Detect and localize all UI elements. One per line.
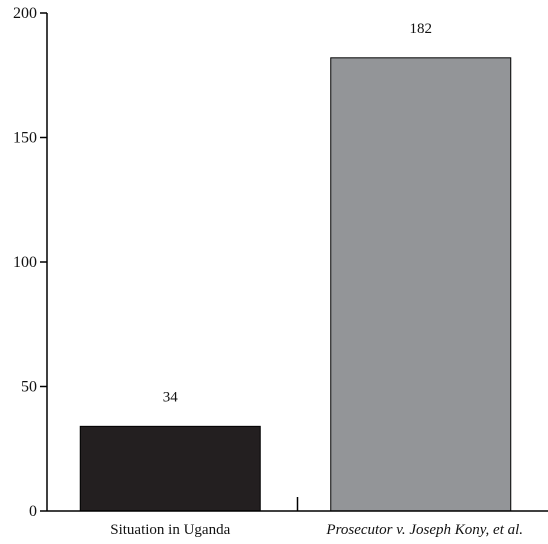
category-labels: Situation in Uganda Prosecutor v. Joseph … — [110, 522, 523, 538]
category-label: Prosecutor v. Joseph Kony, et al. — [325, 522, 523, 538]
data-labels: 34 182 — [163, 21, 432, 406]
y-tick-label: 100 — [13, 254, 37, 271]
y-axis-ticks: 0 50 100 150 200 — [13, 5, 47, 520]
category-label: Situation in Uganda — [110, 522, 230, 538]
bars — [79, 57, 512, 512]
y-tick-label: 0 — [29, 503, 37, 520]
y-tick-label: 50 — [21, 379, 37, 396]
bar-value-label: 34 — [163, 389, 179, 405]
y-tick-label: 150 — [13, 130, 37, 147]
bar-value-label: 182 — [410, 21, 433, 37]
bar-1 — [79, 425, 261, 512]
y-tick-label: 200 — [13, 5, 37, 22]
bar-2 — [330, 57, 512, 512]
